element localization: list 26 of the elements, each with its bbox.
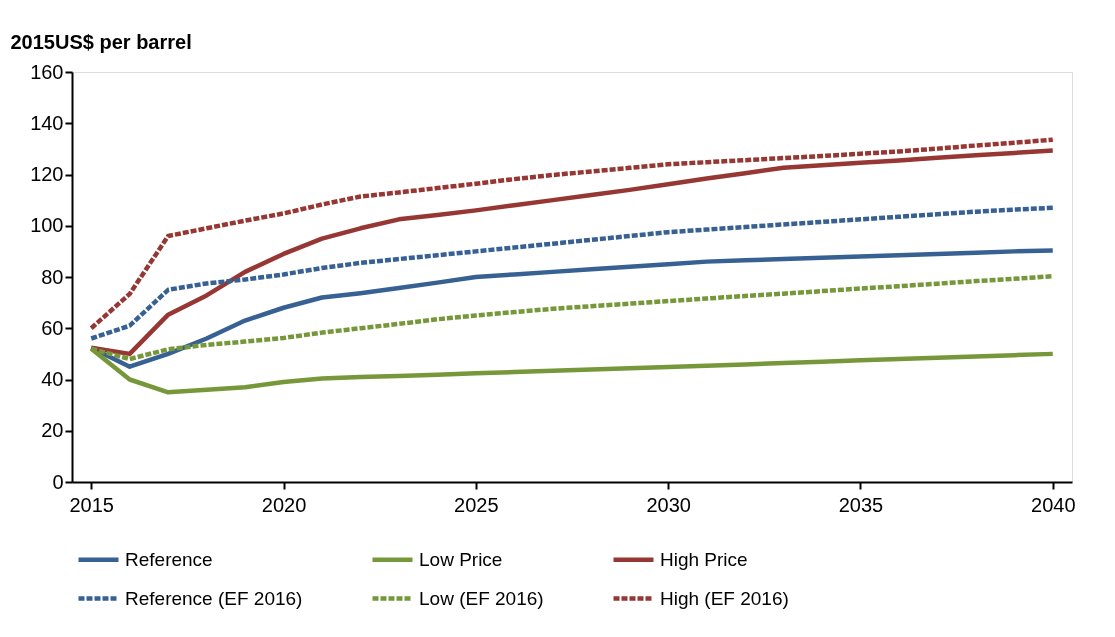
x-tick-label: 2035 (838, 493, 884, 516)
y-tick-label: 160 (30, 60, 64, 83)
legend-label: High Price (660, 548, 748, 570)
y-tick-label: 140 (30, 111, 64, 134)
legend-label: Reference (125, 548, 213, 570)
x-tick-label: 2015 (69, 493, 114, 516)
line-series (88, 137, 1056, 331)
legend-label: Low (EF 2016) (419, 587, 544, 609)
x-tick-label: 2025 (454, 493, 499, 516)
y-tick-label: 20 (41, 419, 64, 442)
y-tick-label: 100 (30, 214, 64, 237)
y-tick-label: 120 (30, 163, 64, 185)
line-series (88, 248, 1056, 369)
legend-label: High (EF 2016) (660, 587, 789, 609)
y-tick-label: 0 (52, 470, 64, 493)
y-tick-label: 80 (41, 265, 64, 288)
x-tick-label: 2030 (646, 493, 691, 516)
line-series (88, 148, 1056, 357)
x-tick-label: 2040 (1031, 493, 1076, 516)
y-tick-label: 60 (41, 316, 64, 339)
x-tick-label: 2020 (261, 493, 307, 516)
y-axis-title: 2015US$ per barrel (10, 30, 192, 53)
y-tick-label: 40 (41, 368, 64, 390)
legend-label: Reference (EF 2016) (125, 587, 303, 609)
legend-label: Low Price (419, 548, 503, 570)
line-series (88, 205, 1056, 341)
